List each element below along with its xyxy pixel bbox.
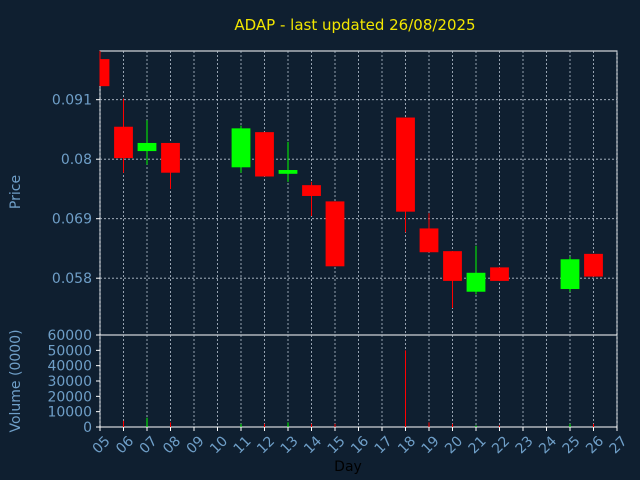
candle-body	[560, 259, 580, 290]
volume-tick-label: 20000	[47, 389, 92, 405]
candle-body	[419, 228, 439, 253]
x-tick-label: 27	[607, 433, 631, 457]
volume-axis-label: Volume (0000)	[8, 329, 24, 432]
x-tick-label: 06	[113, 433, 137, 457]
x-tick-label: 21	[466, 433, 490, 457]
x-tick-label: 08	[160, 433, 184, 457]
volume-tick-label: 60000	[47, 328, 92, 344]
x-tick-label: 26	[583, 433, 607, 457]
candle-body	[466, 272, 486, 292]
x-tick-label: 14	[301, 433, 325, 457]
x-tick-label: 22	[489, 433, 513, 457]
x-tick-label: 18	[395, 433, 419, 457]
price-tick-label: 0.069	[52, 212, 92, 228]
x-tick-label: 17	[372, 433, 396, 457]
candle-body	[584, 253, 603, 277]
x-tick-label: 25	[560, 433, 584, 457]
candle-body	[231, 128, 251, 168]
x-tick-label: 07	[137, 433, 161, 457]
price-grid	[99, 51, 618, 335]
candle-body	[396, 117, 415, 212]
volume-tick-label: 40000	[47, 359, 92, 375]
volume-grid	[99, 335, 618, 427]
x-tick-label: 20	[442, 433, 466, 457]
x-tick-label: 23	[513, 433, 537, 457]
volume-bars	[123, 350, 594, 427]
candle-body	[443, 251, 462, 281]
price-y-ticks: 0.058 0.069 0.08 0.091	[52, 93, 100, 287]
price-panel: 0.058 0.069 0.08 0.091	[52, 50, 618, 336]
candle-body	[161, 142, 180, 173]
candles	[99, 51, 603, 308]
price-tick-label: 0.091	[52, 93, 92, 109]
candle-body	[100, 59, 110, 87]
x-axis-label: Day	[334, 459, 362, 475]
x-tick-label: 13	[278, 433, 302, 457]
price-tick-label: 0.058	[52, 271, 92, 287]
candle-body	[255, 132, 274, 177]
candle-body	[278, 170, 298, 174]
x-tick-label: 05	[90, 433, 114, 457]
x-tick-label: 19	[419, 433, 443, 457]
x-tick-label: 16	[348, 433, 372, 457]
price-axis-label: Price	[8, 175, 24, 209]
chart-title: ADAP - last updated 26/08/2025	[234, 16, 475, 34]
x-tick-label: 12	[254, 433, 278, 457]
candle-body	[302, 185, 321, 196]
x-tick-label: 24	[536, 433, 560, 457]
candle-body	[137, 142, 157, 152]
x-tick-label: 11	[231, 433, 255, 457]
candle-body	[114, 126, 133, 159]
candle-body	[490, 267, 509, 281]
volume-tick-label: 50000	[47, 343, 92, 359]
price-tick-label: 0.08	[61, 152, 92, 168]
volume-tick-label: 30000	[47, 374, 92, 390]
x-tick-label: 15	[325, 433, 349, 457]
x-tick-label: 10	[207, 433, 231, 457]
volume-tick-label: 10000	[47, 405, 92, 421]
volume-tick-label: 0	[83, 420, 92, 436]
x-tick-label: 09	[184, 433, 208, 457]
x-ticks: 05 06 07 08 09 10 11 12 13 14 15 16 17 18 19 20 21 22 23 24…	[90, 427, 631, 457]
candle-body	[325, 201, 345, 267]
